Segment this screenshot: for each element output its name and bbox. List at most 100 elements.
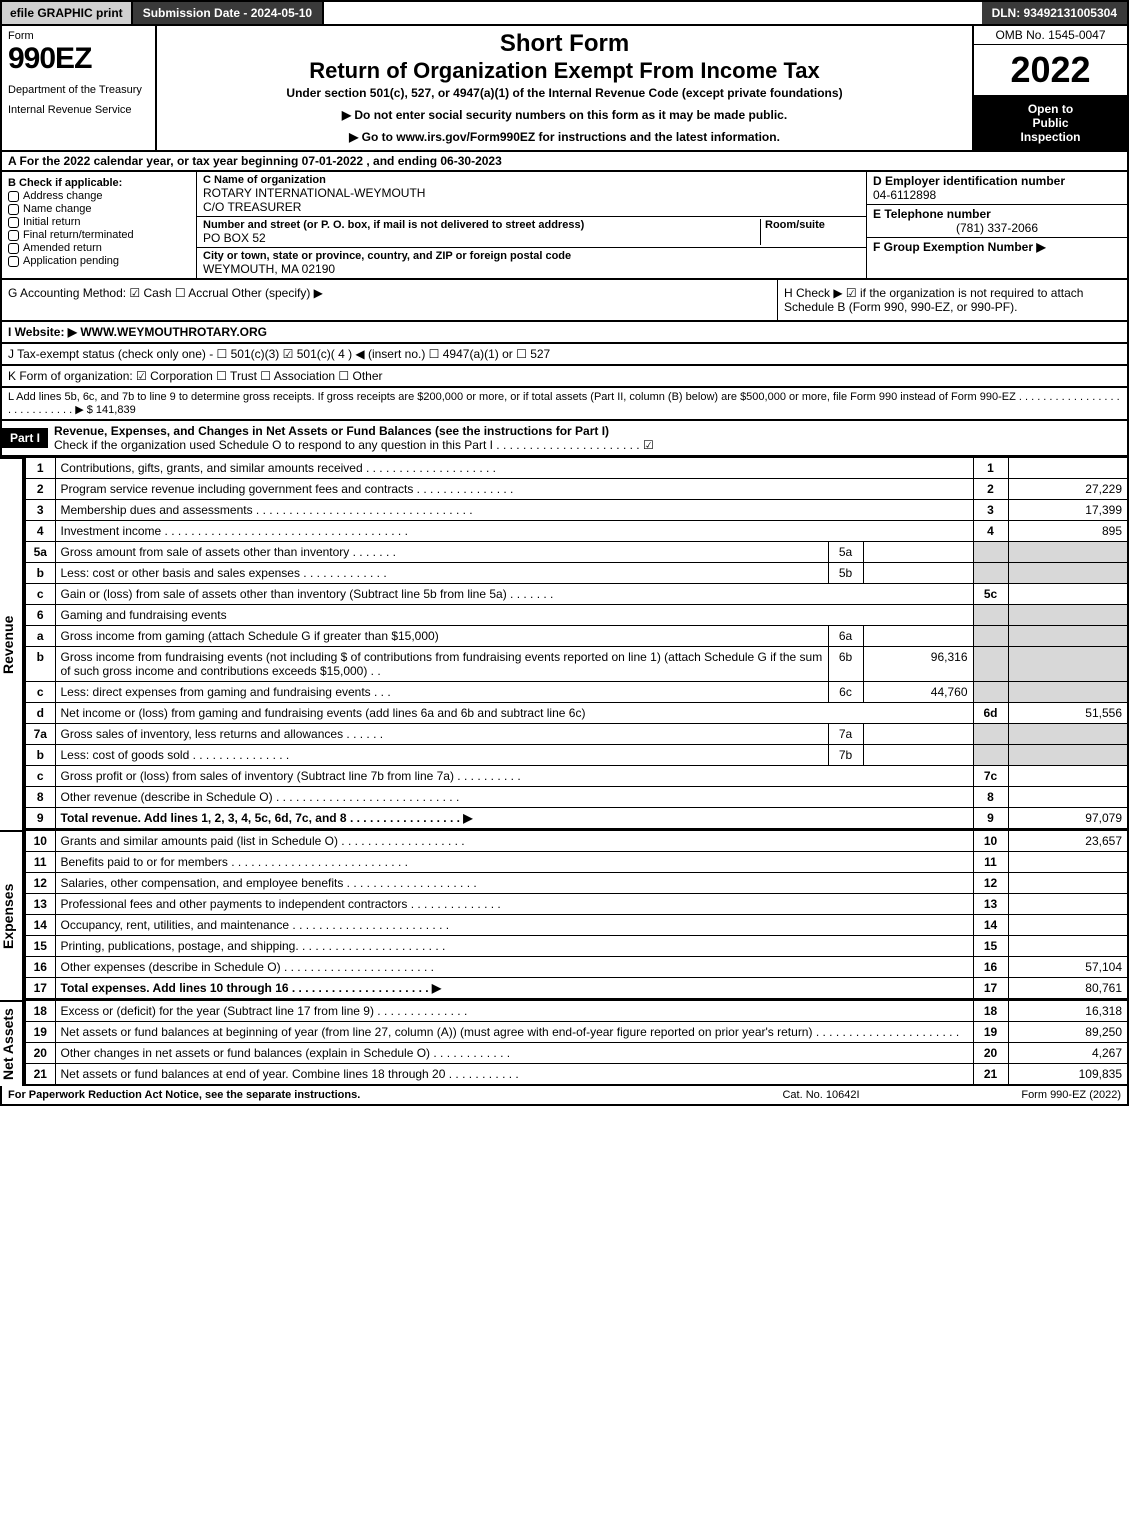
footer-left: For Paperwork Reduction Act Notice, see …: [8, 1089, 721, 1101]
line10-desc: Grants and similar amounts paid (list in…: [55, 831, 973, 852]
line20-amt: 4,267: [1008, 1043, 1128, 1064]
page-footer: For Paperwork Reduction Act Notice, see …: [0, 1086, 1129, 1106]
line6b-sub: 96,316: [863, 647, 973, 682]
line6a-desc: Gross income from gaming (attach Schedul…: [55, 626, 828, 647]
open-to-public: Open to Public Inspection: [974, 96, 1127, 150]
chk-amended-return[interactable]: Amended return: [8, 242, 190, 254]
line-j-tax-exempt: J Tax-exempt status (check only one) - ☐…: [0, 344, 1129, 366]
phone-value: (781) 337-2066: [873, 221, 1121, 235]
line5a-desc: Gross amount from sale of assets other t…: [55, 542, 828, 563]
spacer: [324, 2, 981, 24]
line-i-website: I Website: ▶ WWW.WEYMOUTHROTARY.ORG: [0, 322, 1129, 344]
line11-amt: [1008, 852, 1128, 873]
line7a-sub: [863, 724, 973, 745]
line18-desc: Excess or (deficit) for the year (Subtra…: [55, 1001, 973, 1022]
line5c-desc: Gain or (loss) from sale of assets other…: [55, 584, 973, 605]
header-center: Short Form Return of Organization Exempt…: [157, 26, 972, 150]
line7b-sub: [863, 745, 973, 766]
line15-desc: Printing, publications, postage, and shi…: [55, 936, 973, 957]
line6d-desc: Net income or (loss) from gaming and fun…: [55, 703, 973, 724]
expenses-section: Expenses 10Grants and similar amounts pa…: [0, 830, 1129, 1000]
chk-name-change[interactable]: Name change: [8, 203, 190, 215]
line6a-sub: [863, 626, 973, 647]
line6c-sub: 44,760: [863, 682, 973, 703]
line19-desc: Net assets or fund balances at beginning…: [55, 1022, 973, 1043]
chk-address-change[interactable]: Address change: [8, 190, 190, 202]
line1-desc: Contributions, gifts, grants, and simila…: [55, 458, 973, 479]
line11-desc: Benefits paid to or for members . . . . …: [55, 852, 973, 873]
line2-amt: 27,229: [1008, 479, 1128, 500]
g-accounting: G Accounting Method: ☑ Cash ☐ Accrual Ot…: [2, 280, 777, 320]
line9-desc: Total revenue. Add lines 1, 2, 3, 4, 5c,…: [55, 808, 973, 830]
line7c-desc: Gross profit or (loss) from sales of inv…: [55, 766, 973, 787]
line5b-desc: Less: cost or other basis and sales expe…: [55, 563, 828, 584]
no-ssn-note: ▶ Do not enter social security numbers o…: [163, 108, 966, 122]
line21-amt: 109,835: [1008, 1064, 1128, 1086]
line6d-amt: 51,556: [1008, 703, 1128, 724]
line18-amt: 16,318: [1008, 1001, 1128, 1022]
line-k-org-form: K Form of organization: ☑ Corporation ☐ …: [0, 366, 1129, 388]
line9-amt: 97,079: [1008, 808, 1128, 830]
org-name: ROTARY INTERNATIONAL-WEYMOUTH: [203, 186, 860, 200]
line-g-h: G Accounting Method: ☑ Cash ☐ Accrual Ot…: [0, 280, 1129, 322]
netassets-section: Net Assets 18Excess or (deficit) for the…: [0, 1000, 1129, 1086]
tax-year: 2022: [974, 45, 1127, 96]
footer-form: Form 990-EZ (2022): [921, 1089, 1121, 1101]
line19-amt: 89,250: [1008, 1022, 1128, 1043]
line1-amt: [1008, 458, 1128, 479]
line16-amt: 57,104: [1008, 957, 1128, 978]
line5a-sub: [863, 542, 973, 563]
part1-header: Part I Revenue, Expenses, and Changes in…: [0, 421, 1129, 457]
org-address: PO BOX 52: [203, 231, 760, 245]
b-label: B Check if applicable:: [8, 177, 190, 189]
part1-title: Revenue, Expenses, and Changes in Net As…: [54, 424, 609, 438]
line8-amt: [1008, 787, 1128, 808]
chk-application-pending[interactable]: Application pending: [8, 255, 190, 267]
line7c-amt: [1008, 766, 1128, 787]
under-section: Under section 501(c), 527, or 4947(a)(1)…: [163, 86, 966, 100]
revenue-table: 1Contributions, gifts, grants, and simil…: [24, 457, 1129, 830]
line13-amt: [1008, 894, 1128, 915]
dln: DLN: 93492131005304: [982, 2, 1127, 24]
addr-hdr: Number and street (or P. O. box, if mail…: [203, 219, 760, 231]
f-group-hdr: F Group Exemption Number ▶: [873, 240, 1121, 254]
open-line3: Inspection: [978, 130, 1123, 144]
omb-number: OMB No. 1545-0047: [974, 26, 1127, 45]
column-c: C Name of organization ROTARY INTERNATIO…: [197, 172, 867, 278]
line14-desc: Occupancy, rent, utilities, and maintena…: [55, 915, 973, 936]
org-city: WEYMOUTH, MA 02190: [203, 262, 860, 276]
part1-label: Part I: [2, 428, 48, 448]
header-right: OMB No. 1545-0047 2022 Open to Public In…: [972, 26, 1127, 150]
line2-desc: Program service revenue including govern…: [55, 479, 973, 500]
chk-initial-return[interactable]: Initial return: [8, 216, 190, 228]
d-ein-hdr: D Employer identification number: [873, 174, 1121, 188]
line12-desc: Salaries, other compensation, and employ…: [55, 873, 973, 894]
line17-desc: Total expenses. Add lines 10 through 16 …: [55, 978, 973, 1000]
part1-check: Check if the organization used Schedule …: [54, 438, 654, 452]
line6c-desc: Less: direct expenses from gaming and fu…: [55, 682, 828, 703]
line5b-sub: [863, 563, 973, 584]
efile-print[interactable]: efile GRAPHIC print: [2, 2, 133, 24]
line13-desc: Professional fees and other payments to …: [55, 894, 973, 915]
line7b-desc: Less: cost of goods sold . . . . . . . .…: [55, 745, 828, 766]
e-phone-hdr: E Telephone number: [873, 207, 1121, 221]
line6-desc: Gaming and fundraising events: [55, 605, 973, 626]
goto-link[interactable]: ▶ Go to www.irs.gov/Form990EZ for instru…: [163, 130, 966, 144]
irs-label: Internal Revenue Service: [8, 104, 149, 116]
room-hdr: Room/suite: [765, 219, 860, 231]
line17-amt: 80,761: [1008, 978, 1128, 1000]
line8-desc: Other revenue (describe in Schedule O) .…: [55, 787, 973, 808]
chk-final-return[interactable]: Final return/terminated: [8, 229, 190, 241]
form-header: Form 990EZ Department of the Treasury In…: [0, 26, 1129, 152]
line21-desc: Net assets or fund balances at end of ye…: [55, 1064, 973, 1086]
line5c-amt: [1008, 584, 1128, 605]
line-a: A For the 2022 calendar year, or tax yea…: [0, 152, 1129, 172]
line16-desc: Other expenses (describe in Schedule O) …: [55, 957, 973, 978]
line20-desc: Other changes in net assets or fund bala…: [55, 1043, 973, 1064]
c-name-hdr: C Name of organization: [203, 174, 860, 186]
revenue-section: Revenue 1Contributions, gifts, grants, a…: [0, 457, 1129, 830]
city-hdr: City or town, state or province, country…: [203, 250, 860, 262]
block-b-c-d-e-f: B Check if applicable: Address change Na…: [0, 172, 1129, 280]
top-bar: efile GRAPHIC print Submission Date - 20…: [0, 0, 1129, 26]
footer-cat: Cat. No. 10642I: [721, 1089, 921, 1101]
